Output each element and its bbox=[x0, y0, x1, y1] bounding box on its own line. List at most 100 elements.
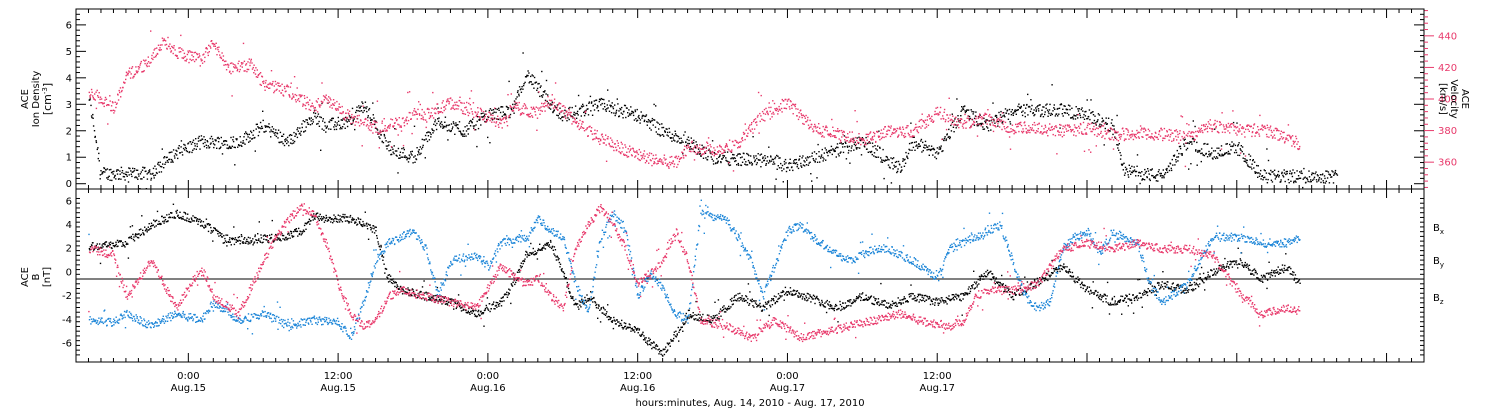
data-point bbox=[278, 85, 281, 87]
data-point bbox=[1159, 172, 1161, 175]
data-point bbox=[136, 71, 139, 74]
data-point bbox=[1141, 179, 1143, 181]
data-point bbox=[805, 157, 807, 159]
data-point bbox=[776, 154, 778, 157]
data-point bbox=[1294, 180, 1296, 182]
data-point bbox=[489, 112, 491, 114]
data-point bbox=[1188, 142, 1190, 145]
data-point bbox=[834, 135, 836, 137]
data-point bbox=[1233, 129, 1235, 132]
data-point bbox=[406, 123, 408, 125]
data-point bbox=[996, 120, 999, 123]
data-point bbox=[833, 150, 835, 153]
data-point bbox=[1010, 114, 1013, 116]
data-point bbox=[201, 62, 204, 64]
data-point bbox=[204, 51, 207, 53]
data-point bbox=[573, 111, 575, 114]
data-point bbox=[124, 82, 126, 84]
data-point bbox=[862, 138, 864, 140]
data-point bbox=[747, 128, 750, 130]
data-point bbox=[497, 118, 499, 121]
data-point bbox=[230, 147, 233, 149]
data-point bbox=[605, 160, 608, 162]
data-point bbox=[298, 94, 300, 96]
data-point bbox=[484, 113, 486, 115]
data-point bbox=[400, 126, 402, 128]
data-point bbox=[921, 125, 924, 127]
data-point bbox=[1166, 171, 1169, 173]
data-point bbox=[291, 134, 293, 136]
data-point bbox=[228, 145, 231, 148]
data-point bbox=[1181, 135, 1183, 138]
data-point bbox=[132, 77, 134, 79]
data-point bbox=[1087, 115, 1090, 118]
data-point bbox=[929, 117, 932, 119]
data-point bbox=[1138, 171, 1140, 174]
data-point bbox=[370, 121, 372, 124]
data-point bbox=[797, 118, 800, 121]
data-point bbox=[806, 120, 808, 123]
data-point bbox=[646, 124, 648, 126]
data-point bbox=[1099, 126, 1102, 129]
data-point bbox=[573, 117, 576, 119]
data-point bbox=[171, 151, 173, 153]
data-point bbox=[1112, 148, 1115, 150]
data-point bbox=[1304, 176, 1306, 178]
data-point bbox=[915, 145, 917, 147]
data-point bbox=[210, 135, 213, 138]
data-point bbox=[1035, 132, 1037, 134]
data-point bbox=[1084, 115, 1087, 117]
data-point bbox=[428, 117, 431, 120]
data-point bbox=[447, 100, 449, 102]
data-point bbox=[1269, 173, 1271, 175]
data-point bbox=[737, 142, 739, 144]
data-point bbox=[1162, 139, 1164, 142]
data-point bbox=[1227, 122, 1230, 125]
data-point bbox=[743, 152, 745, 155]
data-point bbox=[1196, 130, 1199, 132]
data-point bbox=[1197, 149, 1199, 152]
data-point bbox=[910, 122, 912, 124]
data-point bbox=[97, 248, 99, 251]
data-point bbox=[1267, 159, 1270, 162]
data-point bbox=[1106, 129, 1109, 132]
data-point bbox=[535, 106, 537, 108]
data-point bbox=[183, 56, 185, 58]
data-point bbox=[1204, 142, 1206, 145]
data-point bbox=[865, 133, 867, 136]
data-point bbox=[801, 166, 803, 168]
data-point bbox=[422, 144, 424, 147]
data-point bbox=[781, 111, 783, 113]
data-point bbox=[1265, 133, 1268, 136]
data-point bbox=[1156, 136, 1158, 139]
data-point bbox=[566, 120, 568, 122]
data-point bbox=[877, 145, 879, 147]
data-point bbox=[590, 102, 593, 104]
data-point bbox=[770, 155, 772, 157]
data-point bbox=[781, 98, 783, 101]
data-point bbox=[94, 247, 96, 249]
data-point bbox=[1062, 127, 1064, 130]
data-point bbox=[92, 96, 94, 99]
data-point bbox=[641, 115, 643, 117]
data-point bbox=[996, 116, 998, 119]
data-point bbox=[1008, 113, 1010, 115]
data-point bbox=[259, 127, 261, 129]
data-point bbox=[290, 138, 292, 140]
x-tick-time-label: 12:00 bbox=[923, 371, 952, 382]
data-point bbox=[525, 106, 527, 108]
data-point bbox=[1285, 137, 1287, 139]
data-point bbox=[294, 99, 297, 101]
data-point bbox=[618, 110, 620, 112]
data-point bbox=[786, 167, 788, 169]
data-point bbox=[1278, 176, 1280, 178]
data-point bbox=[671, 155, 673, 158]
data-point bbox=[940, 145, 942, 147]
data-point bbox=[583, 127, 585, 129]
data-point bbox=[693, 146, 695, 149]
data-point bbox=[1077, 130, 1079, 132]
data-point bbox=[1199, 131, 1202, 133]
data-point bbox=[595, 132, 597, 135]
data-point bbox=[884, 159, 887, 161]
data-point bbox=[1186, 142, 1188, 144]
